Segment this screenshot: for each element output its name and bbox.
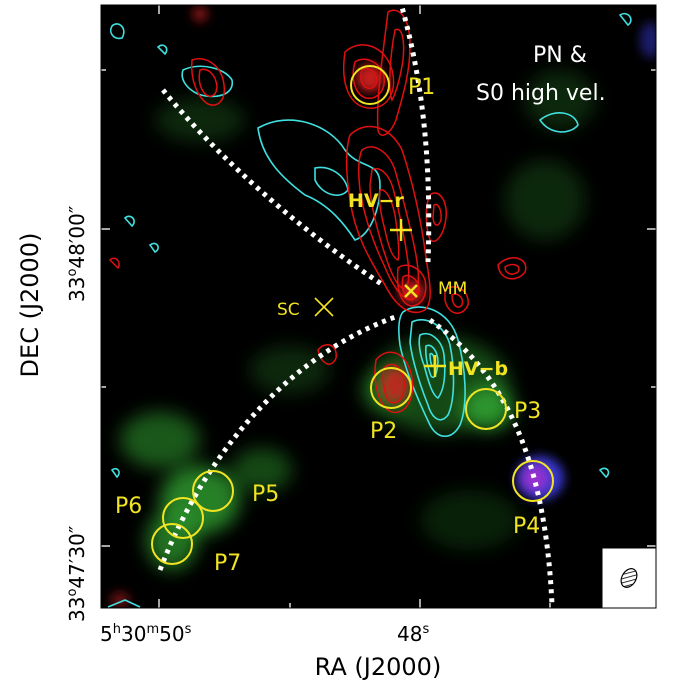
p5-circle xyxy=(192,470,234,512)
mm-label: MM xyxy=(438,279,467,299)
mm-cross xyxy=(404,284,418,298)
positions xyxy=(151,65,554,565)
p2-circle xyxy=(370,367,412,409)
p1-circle xyxy=(350,65,390,105)
x-axis-label: RA (J2000) xyxy=(315,653,442,681)
panel-title-line2: S0 high vel. xyxy=(476,81,606,106)
hv-b-label: HV−b xyxy=(448,358,508,380)
sc-label: SC xyxy=(277,300,300,320)
arc-lower-right xyxy=(428,317,555,606)
hv-r-label: HV−r xyxy=(348,190,405,212)
sc-cross xyxy=(314,297,334,317)
red-contours xyxy=(108,9,527,414)
p6-label: P6 xyxy=(115,494,142,519)
ticks xyxy=(101,5,656,608)
xtick-label-48s: 48s xyxy=(397,622,429,646)
xtick-label-5h30m50s: 5h30m50s xyxy=(100,622,192,646)
p5-label: P5 xyxy=(252,482,279,507)
ytick-label-33d48m00s: 33o48′00″ xyxy=(65,206,89,302)
beam-box xyxy=(601,547,656,608)
p2-label: P2 xyxy=(370,419,397,444)
outflow-arcs xyxy=(157,5,555,606)
p3-circle xyxy=(465,388,507,430)
arc-lower-left xyxy=(157,313,399,571)
p3-label: P3 xyxy=(514,399,541,424)
ytick-label-33d47m30s: 33o47′30″ xyxy=(65,526,89,622)
p6-circle xyxy=(162,497,204,539)
y-axis-label: DEC (J2000) xyxy=(16,233,44,378)
p7-label: P7 xyxy=(214,551,241,576)
hv-b-cross xyxy=(424,355,446,377)
p1-label: P1 xyxy=(408,75,435,100)
p4-circle xyxy=(512,460,554,502)
p7-circle xyxy=(151,523,193,565)
beam-ellipse xyxy=(620,568,638,588)
plot-frame xyxy=(100,4,657,609)
arc-upper-right xyxy=(398,5,432,263)
markers xyxy=(314,219,446,377)
panel-title-line1: PN & xyxy=(533,43,587,68)
p4-label: P4 xyxy=(513,514,540,539)
hv-r-cross xyxy=(390,219,412,241)
